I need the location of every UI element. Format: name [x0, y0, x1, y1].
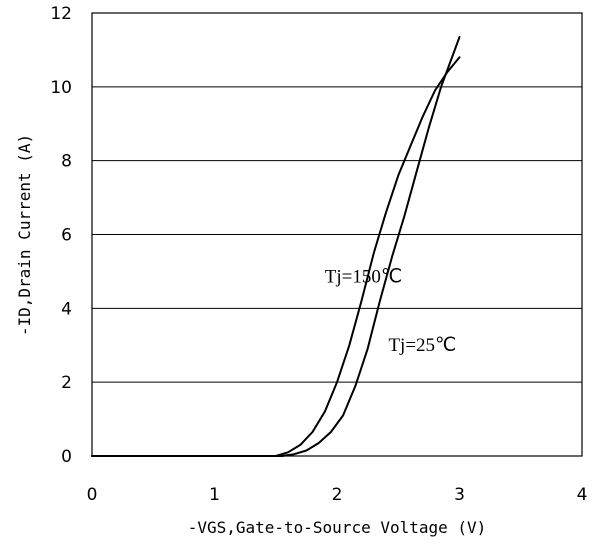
x-tick-label: 0 [87, 485, 98, 505]
plot-frame [91, 12, 583, 457]
y-tick-label: 6 [61, 226, 72, 246]
series-line-1 [91, 56, 461, 457]
x-tick-label: 2 [332, 485, 343, 505]
grid-lines [92, 86, 582, 383]
y-tick-label: 4 [61, 299, 72, 319]
y-tick-label: 0 [61, 447, 72, 467]
x-tick-label: 3 [454, 485, 465, 505]
y-tick-label: 10 [50, 78, 72, 98]
x-tick-label: 4 [577, 485, 588, 505]
y-axis-title: -ID,Drain Current (A) [15, 134, 34, 336]
series-line-2 [91, 36, 461, 457]
annotations: Tj=150℃ Tj=25℃ [325, 266, 457, 355]
y-tick-labels: 0 2 4 6 8 10 12 [50, 4, 72, 467]
x-tick-labels: 0 1 2 3 4 [87, 485, 588, 505]
annotation-label-2: Tj=25℃ [388, 335, 456, 356]
curves [91, 36, 461, 457]
y-tick-label: 8 [61, 152, 72, 172]
annotation-label-1: Tj=150℃ [325, 266, 402, 287]
x-tick-label: 1 [209, 485, 220, 505]
y-tick-label: 2 [61, 373, 72, 393]
x-axis-title: -VGS,Gate-to-Source Voltage (V) [188, 518, 487, 537]
y-tick-label: 12 [50, 4, 72, 24]
